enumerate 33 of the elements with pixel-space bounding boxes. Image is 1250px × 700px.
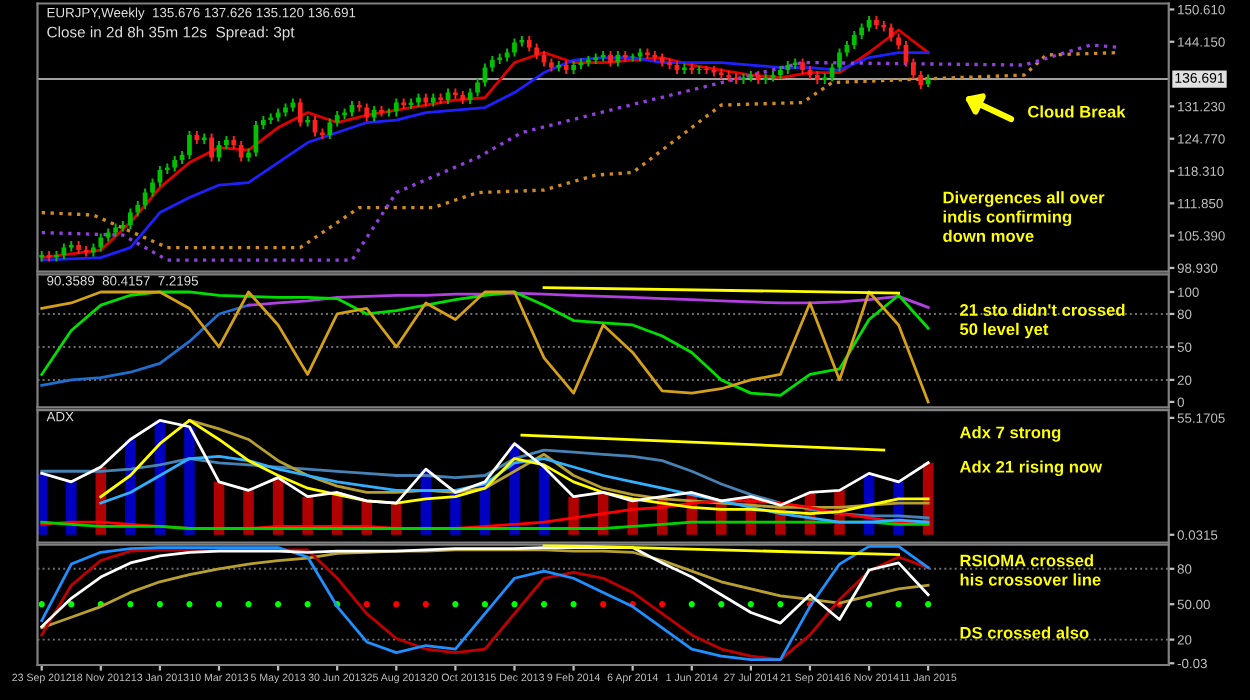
line-series	[188, 418, 930, 509]
candlestick	[327, 117, 333, 141]
annotation: RSIOMA crossed his crossover line	[960, 554, 1101, 586]
annotation: Divergences all over indis confirming down move	[943, 191, 1105, 242]
candlestick	[209, 132, 214, 163]
candlestick	[851, 30, 857, 50]
candlestick	[364, 102, 370, 123]
candlestick	[475, 77, 480, 98]
candlestick	[918, 70, 924, 90]
bar	[65, 481, 77, 535]
line-series	[99, 455, 930, 524]
candlestick	[837, 47, 842, 73]
line-series	[247, 291, 930, 309]
annotation: Adx 21 rising now	[959, 460, 1103, 477]
annotation: Cloud Break	[1028, 105, 1126, 118]
candlestick	[142, 187, 148, 211]
candlestick	[512, 37, 517, 58]
annotation: Adx 7 strong	[959, 426, 1061, 442]
candlestick	[98, 232, 104, 253]
candlestick	[238, 140, 244, 163]
candlestick	[150, 177, 155, 198]
annotation: DS crossed also	[960, 626, 1089, 639]
candlestick	[127, 207, 133, 231]
candlestick	[393, 97, 399, 118]
line-series	[40, 303, 250, 387]
candlestick	[911, 57, 916, 80]
candlestick	[187, 130, 192, 161]
candlestick	[297, 97, 303, 128]
line-series	[40, 448, 930, 520]
candlestick	[888, 22, 894, 43]
bar	[243, 490, 254, 535]
bar	[184, 426, 195, 535]
annotation: 21 sto didn't crossed 50 level yet	[959, 303, 1125, 339]
